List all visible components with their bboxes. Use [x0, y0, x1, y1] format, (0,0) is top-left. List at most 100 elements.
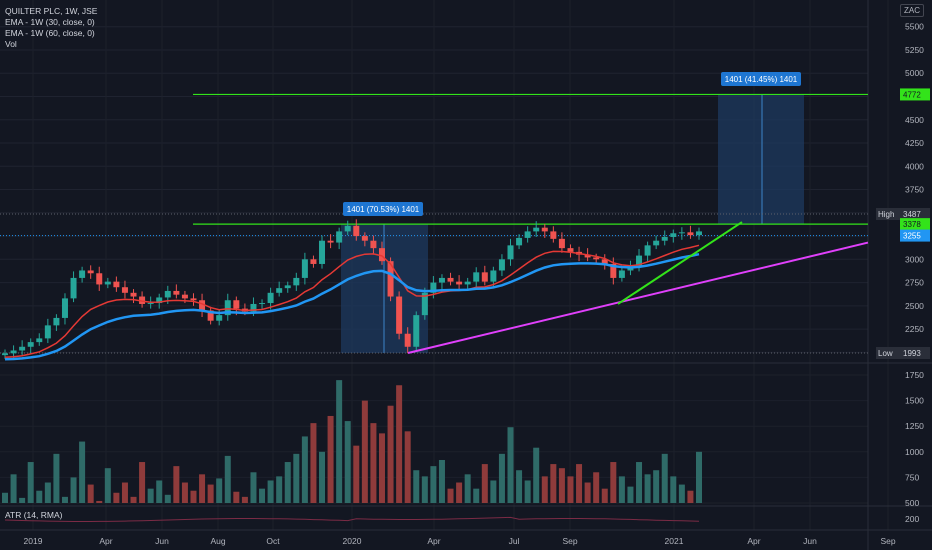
time-tick-label: Sep	[562, 536, 577, 546]
candle-body	[310, 259, 317, 264]
candle-body	[190, 298, 197, 301]
candle-body	[644, 245, 651, 256]
volume-bar	[181, 482, 188, 503]
atr-line	[4, 516, 700, 522]
candle-body	[541, 227, 548, 232]
candle-body	[224, 300, 231, 316]
candle-body	[164, 290, 171, 298]
volume-bar	[70, 477, 77, 503]
volume-bar	[190, 490, 197, 503]
volume-bar	[259, 488, 266, 503]
volume-bar	[601, 488, 608, 503]
volume-bar	[378, 433, 385, 503]
candle-body	[653, 240, 660, 246]
candle-body	[601, 259, 608, 264]
volume-bar	[293, 453, 300, 503]
candle-body	[121, 287, 128, 293]
candle-body	[344, 225, 351, 232]
measure-box-2	[718, 94, 804, 225]
candle-body	[618, 270, 625, 278]
candle-body	[2, 353, 8, 356]
candle-body	[593, 257, 600, 260]
candle-body	[10, 350, 17, 354]
candle-body	[481, 272, 488, 282]
volume-bar	[310, 423, 317, 503]
candle-body	[584, 254, 591, 258]
candle-body	[507, 245, 514, 260]
high-price-tag-label: High	[878, 210, 894, 219]
candle-body	[464, 281, 471, 285]
magenta-trendline	[407, 241, 869, 354]
volume-bar	[147, 488, 154, 503]
candle-body	[610, 263, 617, 278]
candle-body	[293, 277, 300, 286]
candle-body	[233, 300, 240, 309]
candle-body	[636, 255, 643, 266]
high-price-tag-bg	[900, 208, 930, 220]
price-tick-label: 5000	[905, 68, 924, 78]
volume-bar	[447, 488, 454, 503]
volume-bar	[113, 492, 120, 503]
candle-body	[96, 273, 103, 285]
measure-tag-1-bg	[343, 202, 423, 216]
volume-bar	[670, 476, 677, 503]
volume-bar	[687, 490, 694, 503]
volume-bar	[19, 497, 26, 503]
volume-bar	[421, 476, 428, 503]
volume-bar	[541, 476, 548, 503]
candle-body	[336, 231, 343, 243]
volume-bar	[36, 490, 43, 503]
candle-body	[139, 296, 146, 304]
last-price-tag: 3255	[903, 232, 921, 241]
volume-bar	[430, 466, 437, 503]
low-price-tag-label: Low	[878, 349, 893, 358]
volume-bar	[276, 476, 283, 503]
low-price-tag-bg	[900, 347, 930, 359]
volume-bar	[344, 421, 351, 503]
time-tick-label: Apr	[99, 536, 112, 546]
price-tick-label: 2500	[905, 301, 924, 311]
candle-body	[661, 236, 668, 241]
volume-bar	[576, 464, 583, 503]
volume-bar	[464, 474, 471, 503]
time-tick-label: 2019	[24, 536, 43, 546]
candle-body	[413, 315, 420, 347]
symbol-title: QUILTER PLC, 1W, JSE	[5, 6, 98, 16]
candle-body	[250, 303, 257, 312]
candle-body	[378, 248, 385, 262]
volume-bar	[44, 482, 51, 503]
volume-bar	[173, 466, 180, 503]
volume-bar	[413, 470, 420, 503]
price-tick-label: 4500	[905, 115, 924, 125]
volume-bar	[438, 459, 445, 503]
volume-bar	[267, 480, 274, 503]
candle-body	[498, 259, 505, 271]
price-tick-label: 4000	[905, 161, 924, 171]
candle-body	[353, 225, 360, 237]
volume-bar	[396, 385, 403, 503]
volume-bar	[336, 380, 343, 503]
candle-body	[319, 240, 326, 264]
measure-tag-1: 1401 (70.53%) 1401	[347, 205, 420, 214]
price-tick-label: 3000	[905, 254, 924, 264]
volume-bar	[353, 445, 360, 503]
time-tick-label: Apr	[427, 536, 440, 546]
volume-bar	[224, 455, 231, 503]
volume-bar	[593, 472, 600, 503]
volume-bar	[661, 453, 668, 503]
volume-bar	[387, 405, 394, 503]
candle-body	[438, 277, 445, 283]
volume-bar	[567, 476, 574, 503]
atr-tick-label: 200	[905, 514, 919, 524]
volume-bar	[404, 431, 411, 503]
volume-legend: Vol	[5, 39, 17, 49]
volume-bar	[121, 482, 128, 503]
currency-badge[interactable]: ZAC	[900, 4, 924, 17]
resistance-price-tag-bg	[900, 218, 930, 231]
candle-body	[130, 292, 137, 297]
time-tick-label: Apr	[747, 536, 760, 546]
volume-bar	[207, 484, 214, 503]
volume-bar	[507, 427, 514, 503]
